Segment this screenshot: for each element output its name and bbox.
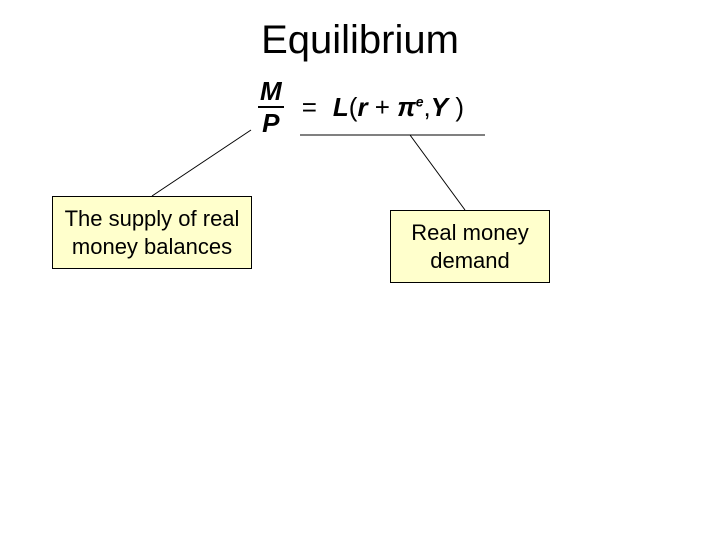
callout-supply: The supply of real money balances — [52, 196, 252, 269]
page-title: Equilibrium — [0, 18, 720, 63]
callout-demand-line1: Real money — [401, 219, 539, 247]
equals-sign: = — [302, 92, 317, 123]
fraction-denominator: P — [258, 106, 283, 136]
fraction-mp: M P — [256, 78, 286, 136]
callout-demand-line2: demand — [401, 247, 539, 275]
close-paren: ) — [448, 92, 464, 122]
callout-supply-line1: The supply of real — [63, 205, 241, 233]
callout-supply-line2: money balances — [63, 233, 241, 261]
pi-superscript: e — [416, 93, 424, 109]
rhs: L(r + πe,Y ) — [333, 92, 464, 123]
callout-demand: Real money demand — [390, 210, 550, 283]
var-y: Y — [431, 92, 448, 122]
func-l: L — [333, 92, 349, 122]
plus-sign: + — [368, 92, 398, 122]
comma: , — [424, 92, 431, 122]
var-pi: π — [397, 92, 416, 122]
fraction-numerator: M — [256, 78, 286, 106]
equation: M P = L(r + πe,Y ) — [0, 78, 720, 136]
var-r: r — [357, 92, 367, 122]
equation-wrap: M P = L(r + πe,Y ) — [256, 78, 464, 136]
